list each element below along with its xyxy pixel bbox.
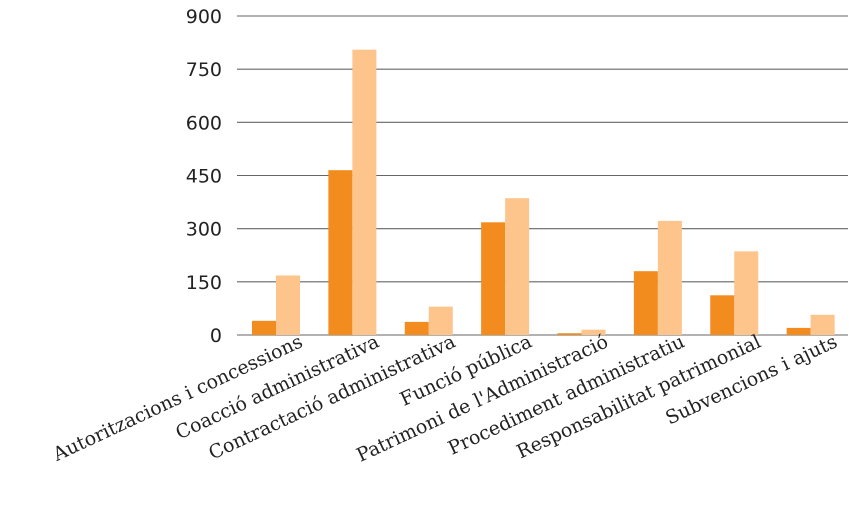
bars <box>252 49 835 336</box>
bar-series-2 <box>657 220 682 335</box>
bar-series-2 <box>352 49 377 336</box>
y-axis-tick-labels: 0 150 300 450 600 750 900 <box>186 6 222 347</box>
bar-series-1 <box>786 327 811 335</box>
bar-series-2 <box>734 251 759 335</box>
bar-series-1 <box>481 222 506 335</box>
bar-series-1 <box>710 295 735 335</box>
bar-series-1 <box>557 333 582 335</box>
y-tick-label: 0 <box>210 325 222 347</box>
bar-series-2 <box>428 306 453 335</box>
bar-series-2 <box>810 314 835 335</box>
bar-series-1 <box>633 271 658 335</box>
y-tick-label: 900 <box>186 6 222 28</box>
y-tick-label: 150 <box>186 272 222 294</box>
bar-series-1 <box>404 321 429 335</box>
bar-series-2 <box>581 329 606 335</box>
y-tick-label: 600 <box>186 112 222 134</box>
y-tick-label: 750 <box>186 59 222 81</box>
bar-series-2 <box>276 275 300 335</box>
bar-series-1 <box>328 170 353 335</box>
y-tick-label: 450 <box>186 166 222 188</box>
bar-series-1 <box>252 320 276 335</box>
y-tick-label: 300 <box>186 219 222 241</box>
bar-series-2 <box>505 198 530 335</box>
